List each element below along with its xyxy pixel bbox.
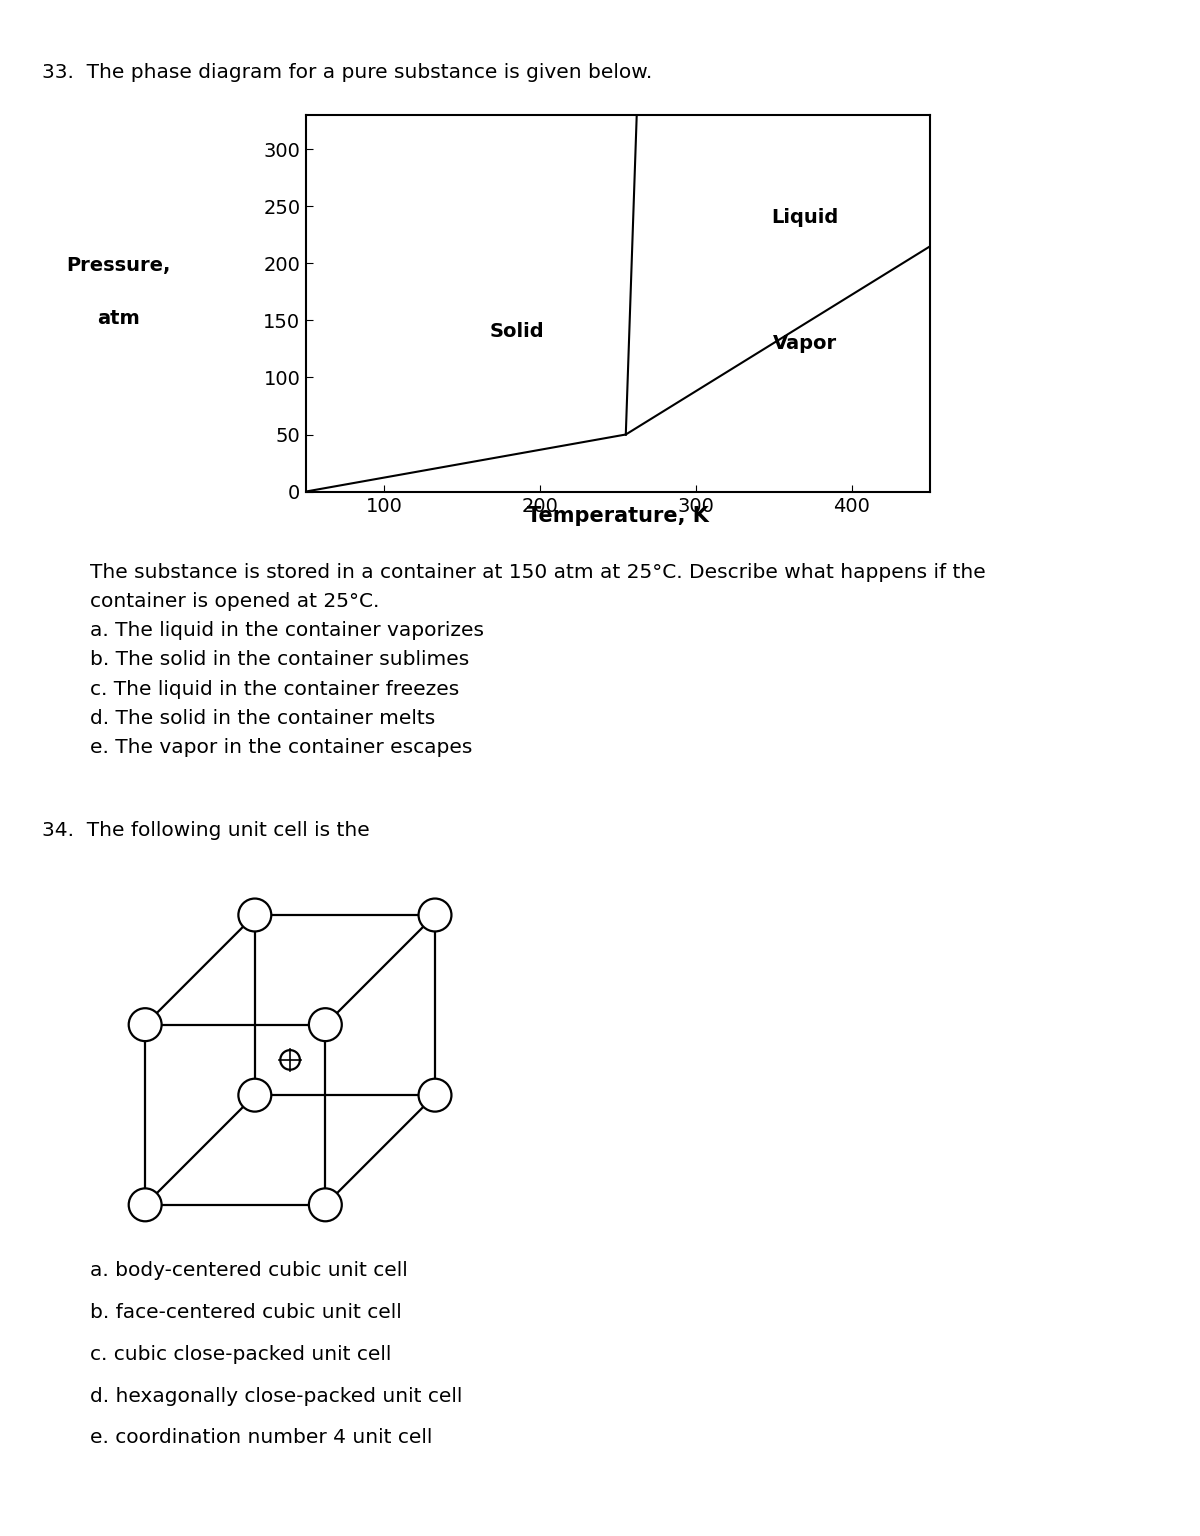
Text: b. face-centered cubic unit cell: b. face-centered cubic unit cell [90,1303,402,1322]
Text: a. The liquid in the container vaporizes: a. The liquid in the container vaporizes [90,622,484,641]
Text: Solid: Solid [490,323,544,341]
Circle shape [128,1189,162,1221]
Text: b. The solid in the container sublimes: b. The solid in the container sublimes [90,650,469,670]
Text: c. cubic close-packed unit cell: c. cubic close-packed unit cell [90,1346,391,1364]
Text: c. The liquid in the container freezes: c. The liquid in the container freezes [90,679,460,699]
Circle shape [419,1078,451,1112]
Circle shape [308,1189,342,1221]
Text: e. coordination number 4 unit cell: e. coordination number 4 unit cell [90,1428,432,1447]
Text: 34.  The following unit cell is the: 34. The following unit cell is the [42,822,370,840]
Circle shape [308,1008,342,1041]
Text: e. The vapor in the container escapes: e. The vapor in the container escapes [90,737,473,757]
Text: container is opened at 25°C.: container is opened at 25°C. [90,593,379,611]
Circle shape [239,1078,271,1112]
Text: Pressure,: Pressure, [67,257,170,275]
Text: The substance is stored in a container at 150 atm at 25°C. Describe what happens: The substance is stored in a container a… [90,564,985,582]
Text: Vapor: Vapor [773,333,838,353]
Circle shape [128,1008,162,1041]
Text: atm: atm [97,309,140,327]
Text: d. hexagonally close-packed unit cell: d. hexagonally close-packed unit cell [90,1387,462,1405]
Text: Temperature, K: Temperature, K [527,505,709,527]
Circle shape [281,1051,300,1069]
Text: 33.  The phase diagram for a pure substance is given below.: 33. The phase diagram for a pure substan… [42,63,653,81]
Circle shape [419,899,451,931]
Text: d. The solid in the container melts: d. The solid in the container melts [90,708,436,728]
Text: Liquid: Liquid [772,209,839,227]
Circle shape [239,899,271,931]
Text: a. body-centered cubic unit cell: a. body-centered cubic unit cell [90,1261,408,1281]
